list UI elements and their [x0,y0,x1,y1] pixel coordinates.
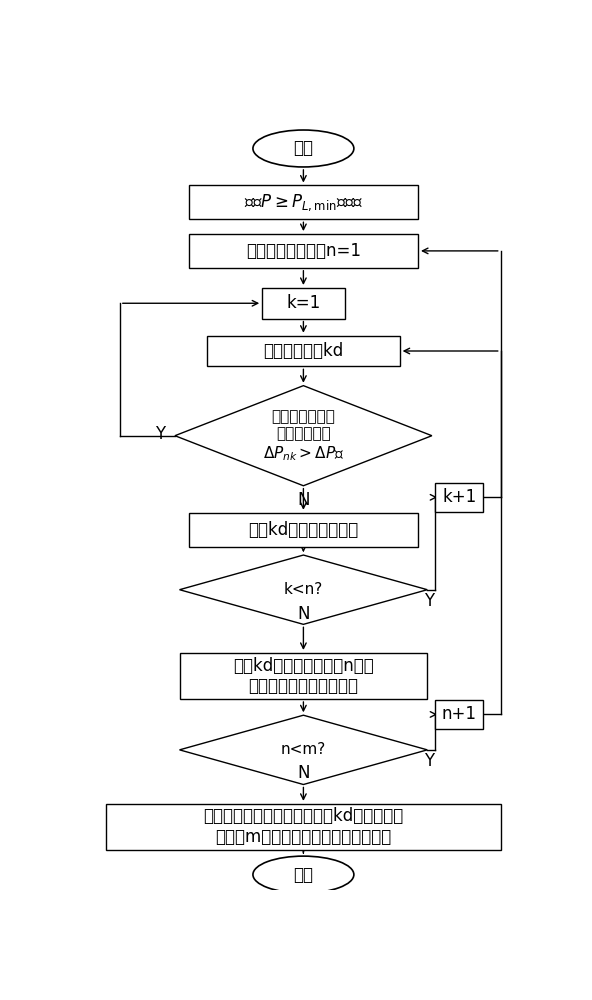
Text: N: N [297,491,310,509]
Text: 结束: 结束 [294,866,313,884]
Text: Y: Y [155,425,165,443]
Text: 选取$P\geq P_{L,\min}$的区域: 选取$P\geq P_{L,\min}$的区域 [243,192,363,213]
Text: 发射线圈通电个数n=1: 发射线圈通电个数n=1 [246,242,361,260]
Polygon shape [175,386,432,486]
Text: N: N [297,764,310,782]
Bar [189,234,418,268]
Text: 选取所有模式最优切换方案中kd最大的方案
作为含m发射线圈系统的最优切换方案: 选取所有模式最优切换方案中kd最大的方案 作为含m发射线圈系统的最优切换方案 [203,807,404,846]
Text: Y: Y [424,592,435,610]
Text: Y: Y [424,752,435,770]
Bar [262,288,345,319]
Polygon shape [179,555,427,624]
Text: n+1: n+1 [442,705,477,723]
Text: 存储kd记录切换点位置: 存储kd记录切换点位置 [248,521,359,539]
Text: 选取kd最大的方案作为n发射
线圈模式的最优切换方案: 选取kd最大的方案作为n发射 线圈模式的最优切换方案 [233,657,374,695]
Ellipse shape [253,130,354,167]
Bar [435,483,484,512]
Bar [106,804,501,850]
Text: 采样窗口宽度kd: 采样窗口宽度kd [263,342,343,360]
Text: 开始: 开始 [294,139,313,157]
Text: N: N [297,605,310,623]
Bar [207,336,400,366]
Text: k+1: k+1 [442,488,477,506]
Bar [435,700,484,729]
Text: k=1: k=1 [287,294,320,312]
Bar [189,185,418,219]
Bar [189,513,418,547]
Polygon shape [179,715,427,785]
Ellipse shape [253,856,354,893]
Text: k<n?: k<n? [284,582,323,597]
Bar [179,653,427,699]
Text: 取样区域内最小
功率波动大小
$\Delta P_{nk}>\Delta P$？: 取样区域内最小 功率波动大小 $\Delta P_{nk}>\Delta P$？ [263,409,344,463]
Text: n<m?: n<m? [281,742,326,757]
